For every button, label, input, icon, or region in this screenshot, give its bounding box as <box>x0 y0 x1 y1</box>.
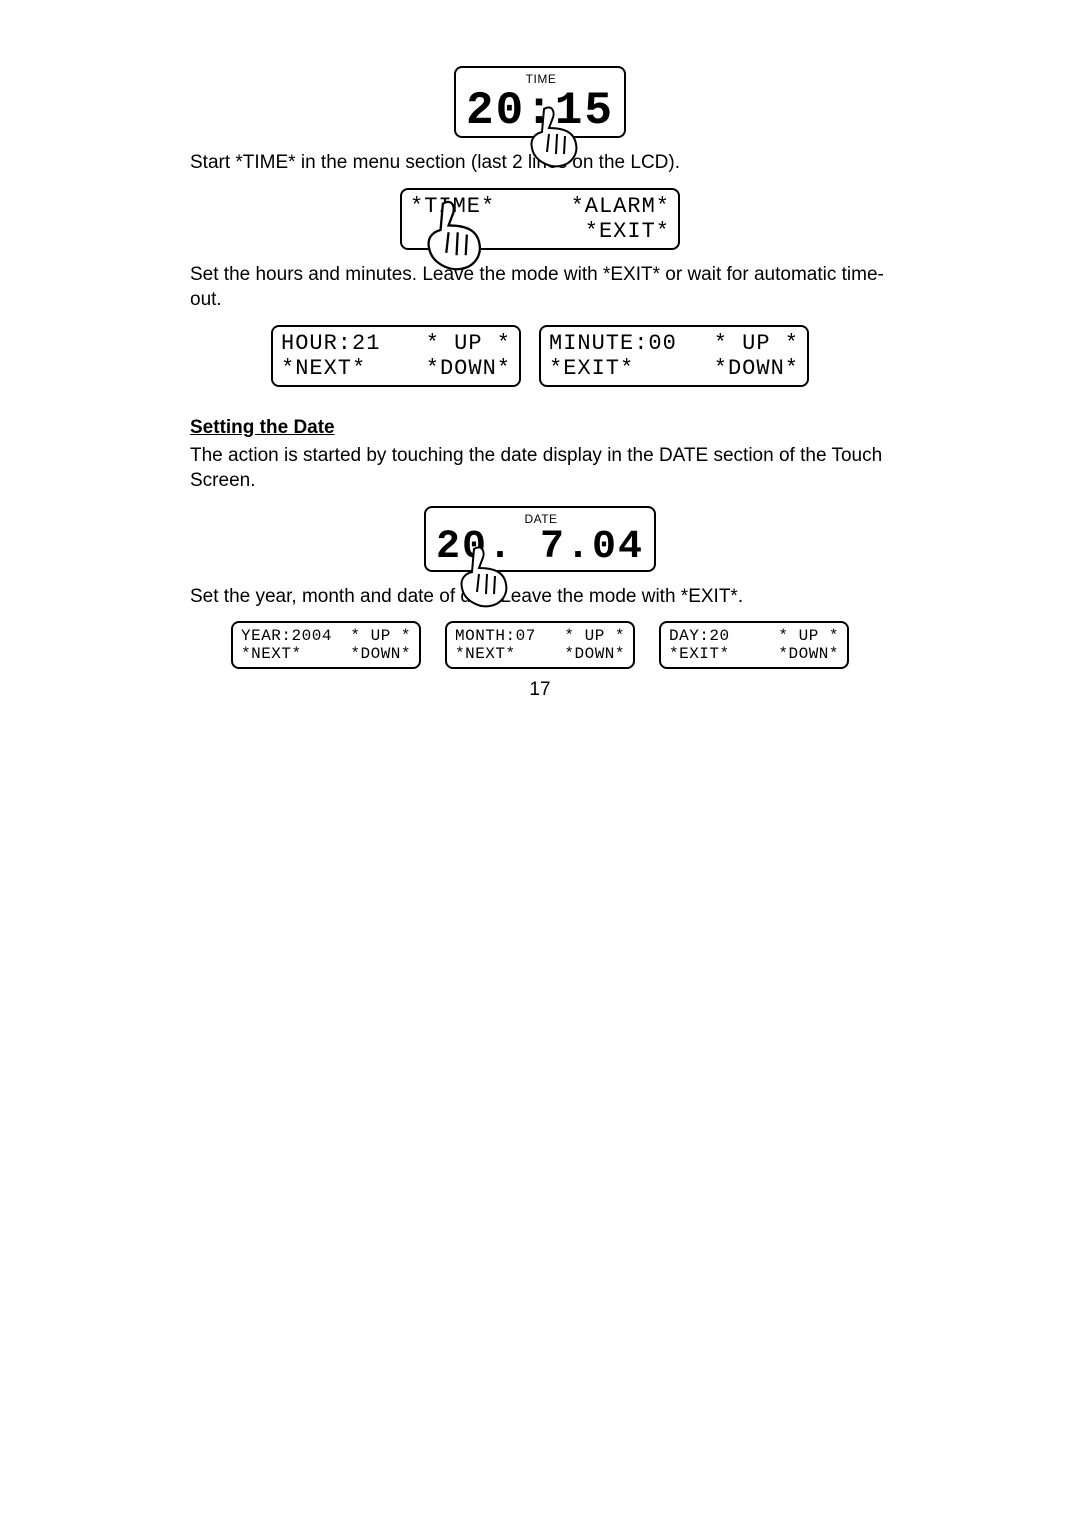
paragraph-3: The action is started by touching the da… <box>190 443 890 494</box>
next-label: *NEXT* <box>281 356 366 381</box>
time-display-figure: TIME 20:15 <box>190 66 890 138</box>
hour-lcd[interactable]: HOUR:21 * UP * *NEXT* *DOWN* <box>271 325 521 387</box>
hour-label: HOUR:21 <box>281 331 380 356</box>
menu-exit-label: *EXIT* <box>585 219 670 244</box>
down-label: *DOWN* <box>778 645 839 663</box>
date-label: DATE <box>438 512 644 526</box>
up-label: * UP * <box>426 331 511 356</box>
paragraph-2: Set the hours and minutes. Leave the mod… <box>190 262 890 313</box>
minute-lcd[interactable]: MINUTE:00 * UP * *EXIT* *DOWN* <box>539 325 809 387</box>
next-label: *NEXT* <box>455 645 516 663</box>
up-label: * UP * <box>564 627 625 645</box>
document-page: TIME 20:15 Start *TIME* in the menu sect… <box>190 0 890 1361</box>
paragraph-4: Set the year, month and date of day. Lea… <box>190 584 890 610</box>
page-number: 17 <box>190 679 890 701</box>
exit-label: *EXIT* <box>669 645 730 663</box>
year-label: YEAR:2004 <box>241 627 332 645</box>
blank-space <box>190 701 890 1321</box>
down-label: *DOWN* <box>714 356 799 381</box>
hour-minute-row: HOUR:21 * UP * *NEXT* *DOWN* MINUTE:00 *… <box>190 325 890 387</box>
hand-pointer-icon <box>420 198 500 278</box>
exit-label: *EXIT* <box>549 356 634 381</box>
month-lcd[interactable]: MONTH:07 * UP * *NEXT* *DOWN* <box>445 621 635 669</box>
hand-pointer-icon <box>454 544 524 614</box>
menu-alarm-label: *ALARM* <box>571 194 670 219</box>
next-label: *NEXT* <box>241 645 302 663</box>
year-month-day-row: YEAR:2004 * UP * *NEXT* *DOWN* MONTH:07 … <box>190 621 890 669</box>
heading-date-text: Setting the Date <box>190 417 335 438</box>
up-label: * UP * <box>350 627 411 645</box>
year-lcd[interactable]: YEAR:2004 * UP * *NEXT* *DOWN* <box>231 621 421 669</box>
hand-pointer-icon <box>524 104 594 174</box>
minute-label: MINUTE:00 <box>549 331 677 356</box>
day-lcd[interactable]: DAY:20 * UP * *EXIT* *DOWN* <box>659 621 849 669</box>
heading-setting-date: Setting the Date <box>190 415 890 441</box>
menu-time-figure: *TIME* *ALARM* *EXIT* <box>190 188 890 250</box>
down-label: *DOWN* <box>426 356 511 381</box>
down-label: *DOWN* <box>564 645 625 663</box>
time-label: TIME <box>468 72 614 86</box>
up-label: * UP * <box>714 331 799 356</box>
month-label: MONTH:07 <box>455 627 536 645</box>
down-label: *DOWN* <box>350 645 411 663</box>
day-label: DAY:20 <box>669 627 730 645</box>
date-display-figure: DATE 20. 7.04 <box>190 506 890 572</box>
up-label: * UP * <box>778 627 839 645</box>
